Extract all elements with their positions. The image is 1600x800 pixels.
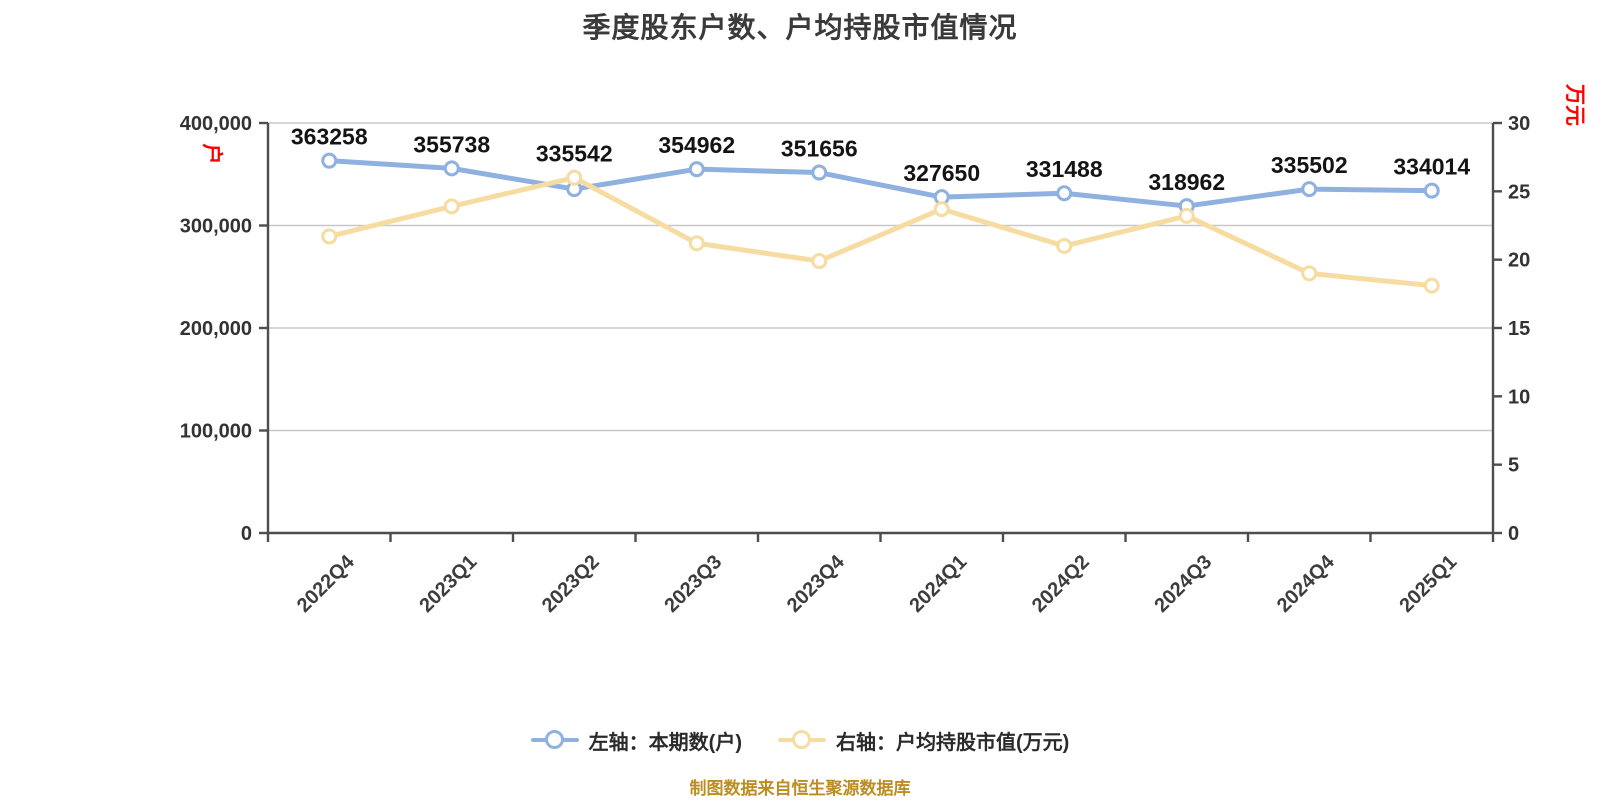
left-axis-tick-label: 400,000 [180, 113, 252, 135]
x-axis-label: 2023Q4 [783, 550, 850, 617]
left-axis-tick-label: 100,000 [180, 421, 252, 443]
right-axis-tick-label: 30 [1508, 113, 1530, 135]
data-label: 334014 [1393, 154, 1470, 180]
x-axis-label: 2024Q2 [1028, 551, 1094, 617]
right-axis-tick-label: 15 [1508, 318, 1530, 340]
series-line-1 [326, 175, 1435, 289]
series-marker-1 [1178, 207, 1195, 224]
x-axis-label: 2024Q1 [905, 551, 971, 617]
left-axis-tick-label: 200,000 [180, 318, 252, 340]
legend-item-shareholder-count[interactable]: 左轴：本期数(户) [530, 726, 742, 755]
x-axis-label: 2022Q4 [293, 550, 360, 617]
x-axis-label: 2024Q3 [1150, 551, 1216, 617]
x-axis-label: 2024Q4 [1273, 550, 1340, 617]
series-marker-1 [443, 198, 460, 215]
right-axis-tick-label: 25 [1508, 181, 1530, 203]
data-label: 354962 [658, 132, 735, 158]
series-marker-1 [1423, 277, 1440, 294]
left-axis-unit-label: 户 [200, 144, 224, 165]
dual-axis-line-chart: 0 100,000 200,000 300,000 400,000 0 5 10 15 20 25 3… [180, 83, 1586, 617]
data-label: 331488 [1026, 156, 1103, 182]
data-label: 335542 [536, 141, 613, 167]
series-marker-0 [1056, 185, 1073, 202]
series-marker-0 [321, 152, 338, 169]
series-marker-0 [443, 160, 460, 177]
x-axis-label: 2023Q1 [415, 551, 481, 617]
left-axis-tick-label: 300,000 [180, 216, 252, 238]
series-marker-1 [811, 253, 828, 270]
right-axis-tick-label: 0 [1508, 523, 1519, 545]
chart-title: 季度股东户数、户均持股市值情况 [582, 12, 1018, 43]
right-axis-tick-label: 20 [1508, 250, 1530, 272]
legend-marker-blue-icon [530, 729, 579, 751]
data-label: 335502 [1271, 152, 1348, 178]
series-marker-0 [1301, 181, 1318, 198]
legend: 左轴：本期数(户) 右轴：户均持股市值(万元) [0, 718, 1600, 762]
legend-label-right-axis: 右轴：户均持股市值(万元) [836, 731, 1070, 754]
right-axis-tick-label: 10 [1508, 386, 1530, 408]
series-marker-0 [811, 164, 828, 181]
series-line-0 [326, 158, 1435, 209]
left-axis-tick-label: 0 [241, 523, 252, 545]
data-label: 327650 [903, 160, 980, 186]
series-marker-1 [1301, 265, 1318, 282]
data-source-note: 制图数据来自恒生聚源数据库 [689, 779, 911, 798]
series-marker-0 [1423, 182, 1440, 199]
series-marker-1 [688, 235, 705, 252]
series-marker-1 [321, 228, 338, 245]
series-marker-0 [688, 161, 705, 178]
x-axis-label: 2023Q3 [660, 551, 726, 617]
data-label: 363258 [291, 124, 368, 150]
data-label: 351656 [781, 136, 858, 162]
right-axis-unit-label: 万元 [1563, 83, 1586, 126]
series-marker-1 [1056, 238, 1073, 254]
legend-marker-yellow-icon [778, 729, 826, 751]
x-axis-label: 2025Q1 [1395, 551, 1461, 617]
right-axis-tick-label: 5 [1508, 455, 1519, 477]
legend-label-left-axis: 左轴：本期数(户) [588, 731, 742, 754]
x-axis-label: 2023Q2 [538, 551, 604, 617]
legend-item-avg-holding-value[interactable]: 右轴：户均持股市值(万元) [778, 726, 1069, 755]
data-label: 355738 [413, 131, 490, 157]
series-marker-1 [566, 169, 583, 186]
data-label: 318962 [1148, 169, 1225, 195]
series-marker-1 [933, 201, 950, 218]
